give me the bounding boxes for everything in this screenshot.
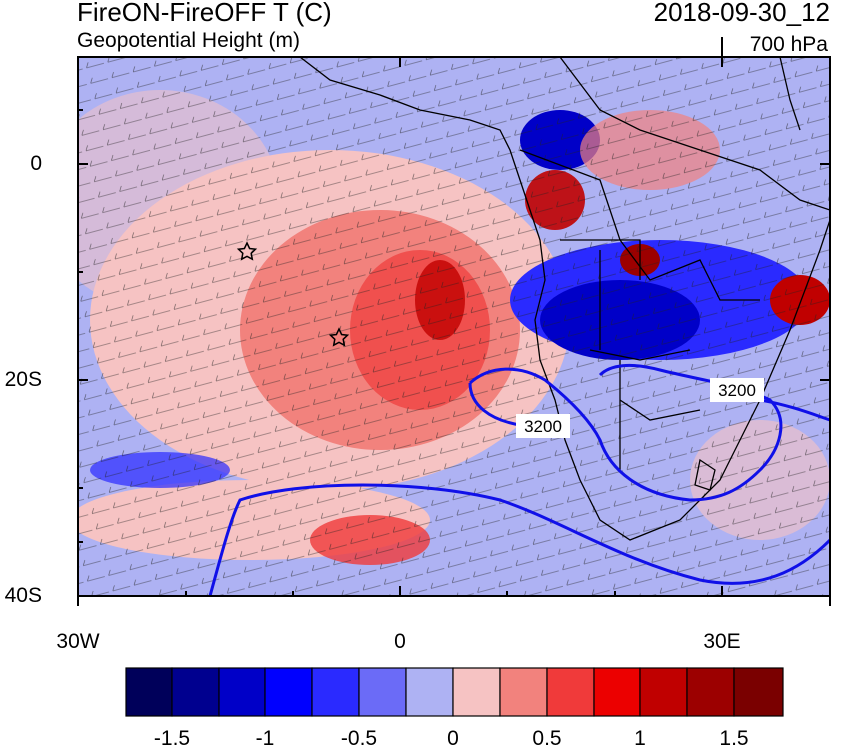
colorbar-swatch bbox=[311, 667, 360, 717]
y-label-20s: 20S bbox=[4, 368, 42, 391]
map-title: FireON-FireOFF T (C) bbox=[77, 0, 332, 27]
pressure-level: 700 hPa bbox=[749, 33, 828, 56]
y-label-0: 0 bbox=[30, 152, 42, 175]
contour-label-3200-b: 3200 bbox=[718, 381, 756, 400]
temperature-difference-field bbox=[78, 57, 830, 596]
colorbar-swatch bbox=[171, 667, 220, 717]
colorbar-swatch bbox=[218, 667, 266, 717]
colorbar-swatch bbox=[546, 667, 595, 717]
star-icon bbox=[236, 241, 258, 261]
colorbar-swatch bbox=[125, 667, 173, 717]
colorbar-label: -0.5 bbox=[340, 727, 378, 750]
x-label-30w: 30W bbox=[56, 630, 100, 653]
colorbar-swatch bbox=[452, 667, 501, 717]
contour-label-3200-a: 3200 bbox=[524, 417, 562, 436]
colorbar-label: 0 bbox=[447, 727, 459, 750]
star-icon bbox=[328, 327, 350, 347]
map-subtitle: Geopotential Height (m) bbox=[77, 29, 300, 52]
geopotential-height-contours bbox=[208, 364, 830, 596]
colorbar-swatch bbox=[264, 667, 313, 717]
colorbar-label: 1 bbox=[634, 727, 646, 750]
star-markers bbox=[236, 241, 350, 347]
contour-labels: 3200 3200 bbox=[516, 378, 764, 438]
colorbar-swatch bbox=[686, 667, 735, 717]
plot-frame bbox=[77, 37, 831, 606]
colorbar-swatch bbox=[733, 667, 784, 717]
colorbar-swatch bbox=[499, 667, 548, 717]
colorbar-swatch bbox=[405, 667, 454, 717]
colorbar-swatch bbox=[639, 667, 688, 717]
colorbar-label: 1.5 bbox=[719, 727, 749, 750]
map-datetime: 2018-09-30_12 bbox=[653, 0, 830, 27]
x-label-30e: 30E bbox=[703, 630, 741, 653]
colorbar-label: -1 bbox=[255, 727, 275, 750]
colorbar-label: 0.5 bbox=[532, 727, 562, 750]
colorbar-swatch bbox=[593, 667, 641, 717]
coastlines bbox=[299, 57, 830, 541]
colorbar-swatch bbox=[358, 667, 407, 717]
y-label-40s: 40S bbox=[4, 584, 42, 607]
colorbar-label: -1.5 bbox=[153, 727, 191, 750]
colorbar bbox=[125, 667, 784, 717]
x-label-0: 0 bbox=[394, 630, 406, 653]
